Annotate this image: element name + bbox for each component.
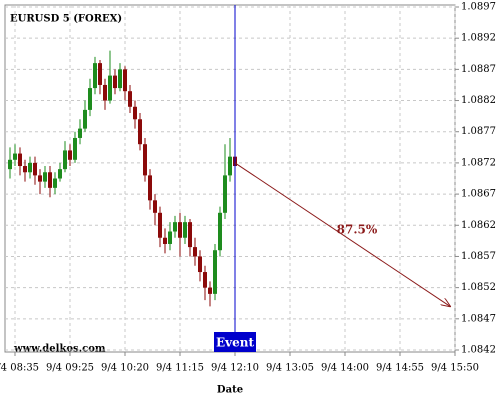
x-tick-label: 9/4 09:25 (46, 363, 94, 374)
y-tick-label: 1.0887 (461, 64, 496, 75)
candle-body (108, 75, 112, 101)
x-axis-label: Date (217, 385, 243, 396)
chart-title: EURUSD 5 (FOREX) (10, 14, 122, 25)
candle-body (158, 212, 162, 238)
candle-body (153, 200, 157, 213)
y-tick-label: 1.0862 (461, 220, 496, 231)
candle-body (128, 91, 132, 107)
candle-body (123, 69, 127, 92)
y-tick-label: 1.0877 (461, 126, 496, 137)
candle-body (83, 109, 87, 129)
x-tick-label: 9/4 08:35 (0, 363, 39, 374)
y-tick-label: 1.0847 (461, 313, 496, 324)
candle-body (208, 287, 212, 294)
candle-body (198, 256, 202, 273)
candle-body (33, 162, 37, 176)
candle-body (58, 169, 62, 179)
candle-body (148, 175, 152, 201)
candle-body (203, 272, 207, 288)
candle-body (188, 222, 192, 248)
forecast-arrow (234, 162, 450, 306)
x-tick-label: 9/4 13:05 (266, 363, 314, 374)
y-tick-label: 1.0852 (461, 282, 496, 293)
candle-body (193, 247, 197, 257)
candle-body (228, 156, 232, 176)
candle-body (173, 222, 177, 232)
x-tick-label: 9/4 14:55 (376, 363, 424, 374)
candle-body (103, 84, 107, 101)
candle-body (143, 144, 147, 176)
candle-body (8, 159, 12, 170)
candle-body (43, 172, 47, 182)
candle-body (68, 150, 72, 160)
candle-body (218, 212, 222, 251)
candle-body (118, 69, 122, 89)
candle-body (138, 119, 142, 145)
x-tick-label: 9/4 12:10 (211, 363, 259, 374)
candle-body (168, 231, 172, 244)
event-label: Event (216, 336, 254, 350)
y-tick-label: 1.0882 (461, 95, 496, 106)
candle-body (48, 172, 52, 188)
x-tick-label: 9/4 15:50 (431, 363, 479, 374)
candle-body (78, 128, 82, 138)
candle-body (63, 150, 67, 170)
y-tick-label: 1.0842 (461, 345, 496, 356)
candle-body (113, 75, 117, 89)
candle-body (133, 106, 137, 120)
candle-body (213, 250, 217, 294)
candle-body (13, 153, 17, 160)
candle-body (18, 153, 22, 167)
y-tick-label: 1.0867 (461, 189, 496, 200)
forecast-label: 87.5% (337, 223, 378, 237)
candle-body (183, 222, 187, 238)
candle-body (178, 222, 182, 238)
y-tick-label: 1.0892 (461, 33, 496, 44)
candle-body (38, 175, 42, 182)
event-box (214, 332, 256, 352)
x-tick-label: 9/4 14:00 (321, 363, 369, 374)
candle-body (98, 63, 102, 85)
candle-body (163, 237, 167, 244)
candle-body (53, 178, 57, 188)
x-tick-label: 9/4 11:15 (156, 363, 204, 374)
y-tick-label: 1.0897 (461, 2, 496, 13)
y-tick-label: 1.0872 (461, 157, 496, 168)
watermark: www.delkos.com (13, 344, 106, 355)
candle-body (93, 63, 97, 89)
x-tick-label: 9/4 10:20 (101, 363, 149, 374)
candle-body (223, 175, 227, 213)
candle-body (88, 88, 92, 110)
candle-body (23, 166, 27, 173)
candle-body (73, 137, 77, 160)
candle-body (28, 162, 32, 173)
y-tick-label: 1.0857 (461, 251, 496, 262)
